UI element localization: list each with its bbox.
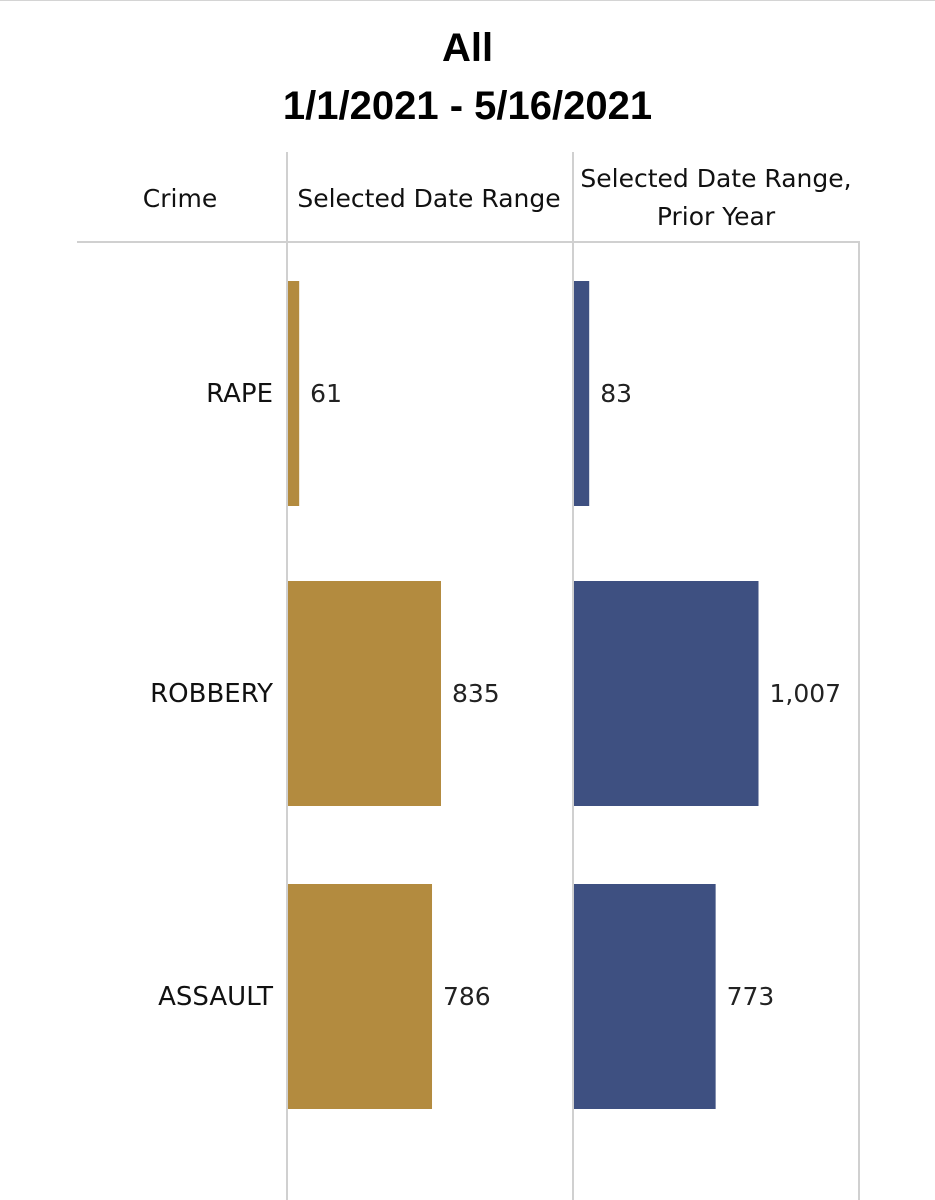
category-label: ASSAULT (158, 981, 273, 1012)
bar (574, 581, 759, 806)
data-label: 786 (443, 981, 491, 1011)
data-label: 1,007 (769, 678, 842, 708)
bar (574, 281, 590, 506)
column-header-selected-range: Selected Date Range (297, 184, 561, 213)
column-divider-2 (572, 152, 574, 1200)
chart-title: All (441, 26, 494, 70)
bar (574, 884, 716, 1109)
data-label: 835 (451, 678, 500, 708)
bar (288, 281, 300, 506)
bar (288, 884, 433, 1109)
header-divider (77, 241, 860, 243)
column-header-prior-year: Selected Date Range, Prior Year (573, 160, 859, 236)
category-label: RAPE (206, 378, 273, 409)
data-label: 773 (726, 981, 775, 1011)
column-divider-3 (858, 241, 860, 1200)
column-divider-1 (286, 152, 288, 1200)
column-header-crime: Crime (142, 184, 218, 213)
data-label: 61 (310, 378, 342, 408)
column-header-prior-year-line: Selected Date Range, (580, 164, 852, 193)
column-header-prior-year-line: Prior Year (656, 202, 776, 231)
bar (288, 581, 441, 806)
category-label: ROBBERY (150, 678, 273, 709)
top-rule (0, 0, 935, 1)
chart-subtitle: 1/1/2021 - 5/16/2021 (282, 84, 653, 128)
data-label: 83 (600, 378, 633, 408)
